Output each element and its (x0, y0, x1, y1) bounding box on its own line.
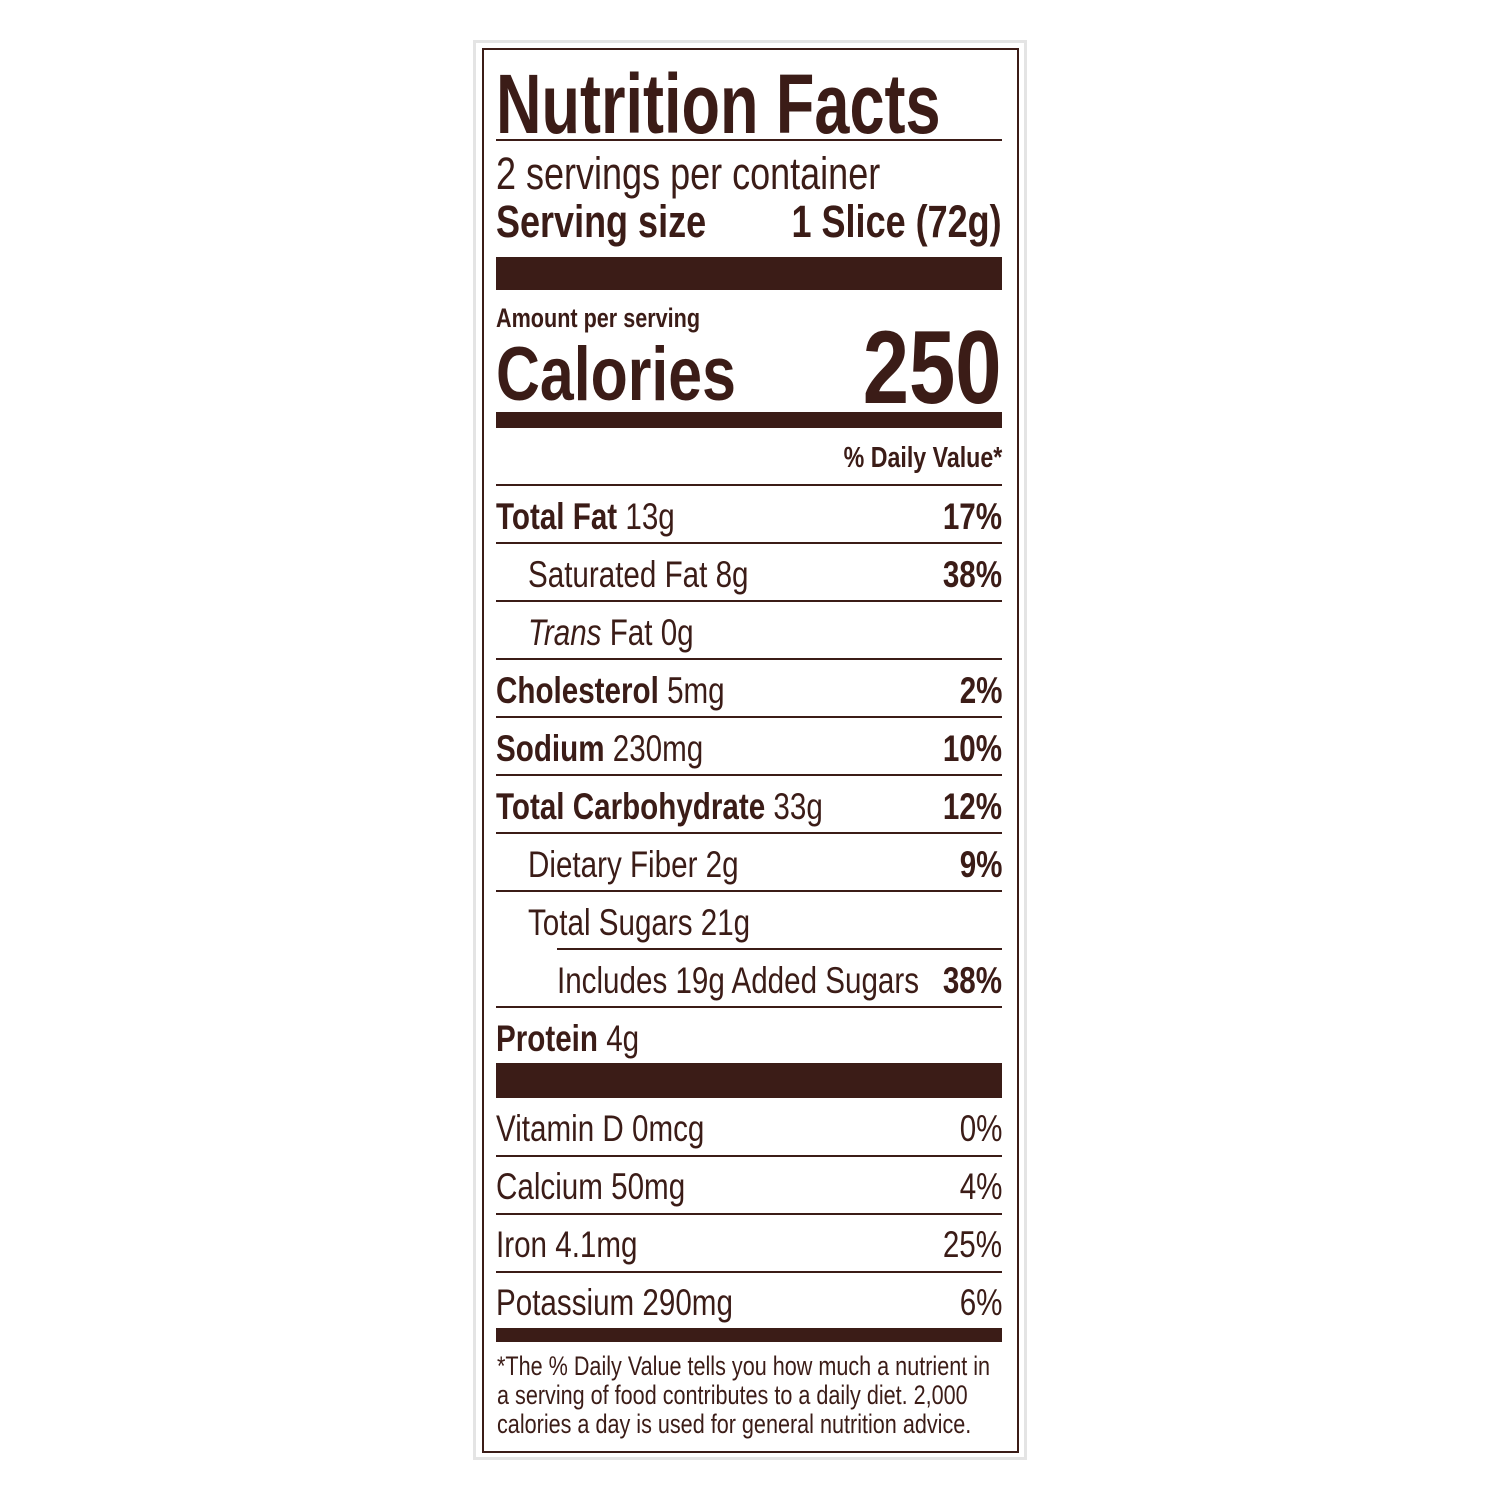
nutrient-name: Cholesterol (496, 670, 659, 711)
nutrient-dv: 38% (942, 960, 1002, 1001)
nutrient-amount: 0g (660, 612, 694, 653)
nutrient-dv: 9% (959, 844, 1002, 885)
nutrient-name: Fat (609, 612, 653, 653)
vitamin-dv: 25% (942, 1224, 1002, 1265)
nutrient-row: Total Carbohydrate 33g 12% (496, 778, 1002, 836)
title-box: Nutrition Facts (496, 62, 1089, 146)
serving-size-label: Serving size (496, 196, 707, 247)
nutrient-row: Saturated Fat 8g 38% (496, 546, 1002, 604)
calories-value: 250 (863, 310, 1002, 426)
vitamin-row: Vitamin D 0mcg 0% (496, 1100, 1002, 1158)
divider (496, 832, 1002, 834)
medium-bar (496, 1328, 1002, 1342)
nutrient-name-italic: Trans (528, 612, 602, 653)
divider (496, 658, 1002, 660)
vitamin-dv: 6% (959, 1282, 1002, 1323)
nutrient-row: Includes 19g Added Sugars 38% (496, 952, 1002, 1010)
divider (496, 139, 1002, 141)
nutrient-amount: 2g (705, 844, 739, 885)
dv-header-box: % Daily Value* (496, 440, 1002, 476)
divider (496, 484, 1002, 486)
nutrient-amount: 5mg (667, 670, 725, 711)
nutrient-dv: 2% (959, 670, 1002, 711)
vitamin-amount: 290mg (642, 1282, 733, 1323)
nutrient-amount: 8g (715, 554, 749, 595)
title: Nutrition Facts (496, 57, 941, 151)
label-border (482, 48, 1019, 1453)
nutrient-dv: 38% (942, 554, 1002, 595)
thick-bar (496, 1063, 1002, 1098)
vitamin-amount: 50mg (611, 1166, 686, 1207)
divider (496, 1271, 1002, 1273)
vitamin-row: Iron 4.1mg 25% (496, 1216, 1002, 1274)
vitamin-amount: 0mcg (632, 1108, 705, 1149)
calories-label: Calories (496, 332, 736, 417)
nutrient-name: Dietary Fiber (528, 844, 698, 885)
servings: 2 servings per container (496, 148, 881, 199)
nutrient-name: Total Carbohydrate (496, 786, 766, 827)
divider (496, 890, 1002, 892)
medium-bar (496, 412, 1002, 428)
vitamin-row: Calcium 50mg 4% (496, 1158, 1002, 1216)
vitamin-dv: 4% (959, 1166, 1002, 1207)
nutrient-row: Cholesterol 5mg 2% (496, 662, 1002, 720)
nutrient-name: Protein (496, 1018, 598, 1059)
dv-header: % Daily Value* (843, 442, 1002, 474)
nutrient-row: Dietary Fiber 2g 9% (496, 836, 1002, 894)
divider (496, 1213, 1002, 1215)
nutrient-dv: 12% (942, 786, 1002, 827)
nutrient-row: Sodium 230mg 10% (496, 720, 1002, 778)
vitamin-name: Potassium (496, 1282, 635, 1323)
footnote-line: calories a day is used for general nutri… (497, 1409, 972, 1439)
amount-per-serving: Amount per serving (496, 303, 701, 333)
amount-box: Amount per serving (496, 303, 751, 333)
divider (557, 948, 1002, 950)
servings-box: 2 servings per container (496, 150, 976, 198)
vitamin-name: Iron (496, 1224, 548, 1265)
divider (496, 1006, 1002, 1008)
nutrient-row: Protein 4g (496, 1010, 1002, 1068)
nutrient-row: Total Fat 13g 17% (496, 488, 1002, 546)
vitamin-row: Potassium 290mg 6% (496, 1274, 1002, 1332)
divider (496, 600, 1002, 602)
panel-border (473, 40, 1027, 1460)
nutrient-name: Includes 19g Added Sugars (557, 960, 920, 1001)
serving-size-value: 1 Slice (72g) (791, 196, 1002, 247)
nutrient-amount: 13g (625, 496, 675, 537)
nutrient-row: Trans Fat 0g (496, 604, 1002, 662)
divider (496, 542, 1002, 544)
vitamin-amount: 4.1mg (555, 1224, 638, 1265)
calories: Calories 250 (496, 316, 1002, 420)
thick-bar (496, 257, 1002, 290)
divider (496, 1155, 1002, 1157)
nutrient-name: Total Fat (496, 496, 618, 537)
nutrient-name: Saturated Fat (528, 554, 708, 595)
footnote-line: *The % Daily Value tells you how much a … (497, 1351, 991, 1381)
nutrient-name: Total Sugars (528, 902, 693, 943)
nutrient-dv: 17% (942, 496, 1002, 537)
divider (496, 774, 1002, 776)
nutrient-name: Sodium (496, 728, 605, 769)
nutrient-row: Total Sugars 21g (496, 894, 1002, 952)
nutrient-amount: 4g (606, 1018, 640, 1059)
nutrient-amount: 33g (773, 786, 823, 827)
vitamin-name: Calcium (496, 1166, 603, 1207)
footnote: *The % Daily Value tells you how much a … (497, 1352, 1113, 1439)
footnote-line: a serving of food contributes to a daily… (497, 1380, 968, 1410)
nutrient-amount: 21g (700, 902, 751, 943)
vitamin-name: Vitamin D (496, 1108, 624, 1149)
divider (496, 716, 1002, 718)
nutrient-amount: 230mg (612, 728, 704, 769)
nutrient-dv: 10% (942, 728, 1002, 769)
vitamin-dv: 0% (959, 1108, 1002, 1149)
